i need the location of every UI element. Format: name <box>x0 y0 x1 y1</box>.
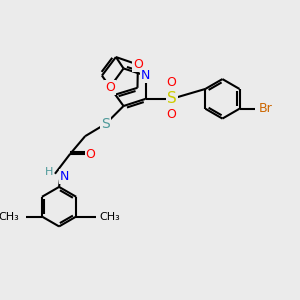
Text: CH₃: CH₃ <box>99 212 120 222</box>
Text: O: O <box>86 148 96 160</box>
Text: O: O <box>167 108 177 121</box>
Text: Br: Br <box>259 102 272 115</box>
Text: N: N <box>60 170 69 183</box>
Text: H: H <box>45 167 54 177</box>
Text: S: S <box>167 91 177 106</box>
Text: S: S <box>101 117 110 131</box>
Text: O: O <box>167 76 177 89</box>
Text: O: O <box>133 58 143 71</box>
Text: N: N <box>141 69 150 82</box>
Text: CH₃: CH₃ <box>0 212 19 222</box>
Text: O: O <box>105 81 115 94</box>
